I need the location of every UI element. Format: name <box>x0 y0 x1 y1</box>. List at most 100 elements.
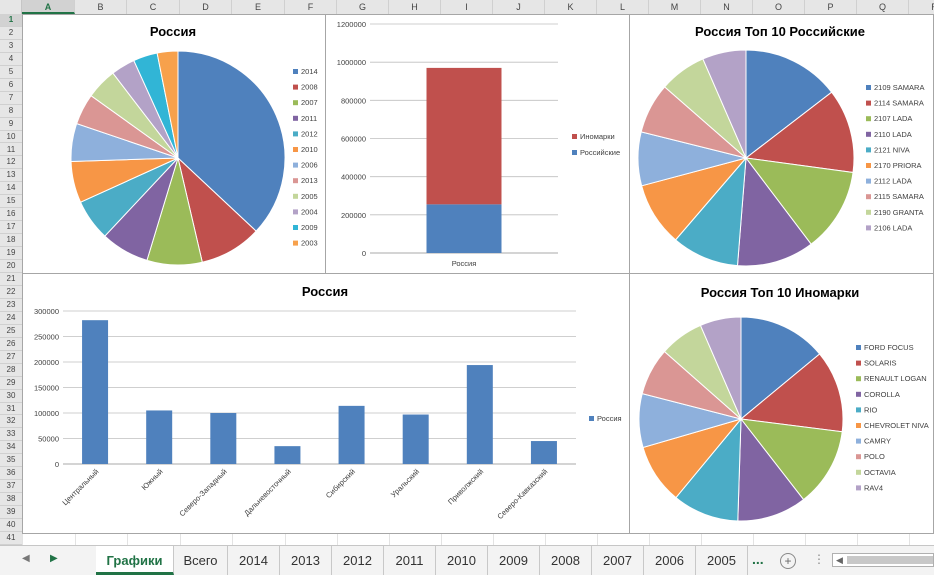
row-header-8[interactable]: 8 <box>0 105 22 118</box>
column-header-m[interactable]: M <box>649 0 701 14</box>
column-header-j[interactable]: J <box>493 0 545 14</box>
row-header-38[interactable]: 38 <box>0 493 22 507</box>
column-header-h[interactable]: H <box>389 0 441 14</box>
row-header-31[interactable]: 31 <box>0 403 22 416</box>
column-header-r[interactable]: R <box>909 0 934 14</box>
column-header-g[interactable]: G <box>337 0 389 14</box>
row-header-26[interactable]: 26 <box>0 338 22 351</box>
row-header-3[interactable]: 3 <box>0 40 22 53</box>
row-header-10[interactable]: 10 <box>0 131 22 144</box>
russia-years-pie-slice-11[interactable] <box>156 50 179 159</box>
row-header-27[interactable]: 27 <box>0 351 22 364</box>
top10-foreign-pie-slice-3[interactable] <box>737 417 805 522</box>
row-header-32[interactable]: 32 <box>0 415 22 429</box>
top10-foreign-pie-slice-9[interactable] <box>699 316 742 420</box>
sheet-tab-3[interactable]: 2013 <box>280 546 332 575</box>
russia-regions-bar-bar-1[interactable] <box>146 410 173 464</box>
column-header-f[interactable]: F <box>285 0 337 14</box>
top10-foreign-pie-slice-0[interactable] <box>740 316 821 421</box>
row-header-18[interactable]: 18 <box>0 234 22 248</box>
top10-foreign-pie-slice-1[interactable] <box>739 353 844 433</box>
horizontal-scrollbar[interactable]: ◀ <box>832 553 934 567</box>
top10-domestic-pie-slice-1[interactable] <box>744 91 855 174</box>
chart-russia-regions-bar[interactable]: Россия 0 50000 100000 150000 200000 250000 3000… <box>22 273 630 534</box>
sheet-tab-9[interactable]: 2007 <box>592 546 644 575</box>
row-header-17[interactable]: 17 <box>0 221 22 235</box>
row-header-35[interactable]: 35 <box>0 454 22 468</box>
russia-regions-bar-bar-6[interactable] <box>466 365 493 464</box>
row-header-23[interactable]: 23 <box>0 299 22 312</box>
row-header-13[interactable]: 13 <box>0 169 22 183</box>
sheet-tab-10[interactable]: 2006 <box>644 546 696 575</box>
row-header-36[interactable]: 36 <box>0 467 22 481</box>
column-header-l[interactable]: L <box>597 0 649 14</box>
russia-regions-bar-bar-2[interactable] <box>210 413 237 464</box>
row-header-20[interactable]: 20 <box>0 260 22 273</box>
scroll-tabs-left-icon[interactable]: ◀ <box>22 553 30 564</box>
tab-options-icon[interactable]: ⋮ <box>813 552 825 566</box>
row-header-22[interactable]: 22 <box>0 286 22 299</box>
russia-regions-bar-bar-0[interactable] <box>82 320 109 464</box>
column-header-q[interactable]: Q <box>857 0 909 14</box>
select-all-corner[interactable] <box>0 0 22 14</box>
top10-domestic-pie-slice-9[interactable] <box>702 49 747 159</box>
column-header-c[interactable]: C <box>127 0 180 14</box>
row-header-40[interactable]: 40 <box>0 519 22 533</box>
column-header-a[interactable]: A <box>22 0 75 14</box>
sheet-tab-4[interactable]: 2012 <box>332 546 384 575</box>
column-header-n[interactable]: N <box>701 0 753 14</box>
row-header-7[interactable]: 7 <box>0 92 22 105</box>
row-header-30[interactable]: 30 <box>0 390 22 403</box>
russia-regions-bar-bar-4[interactable] <box>338 405 365 464</box>
sheet-tab-2[interactable]: 2014 <box>228 546 280 575</box>
top10-domestic-pie-slice-0[interactable] <box>745 49 833 160</box>
row-header-24[interactable]: 24 <box>0 312 22 325</box>
russia-regions-bar-bar-3[interactable] <box>274 446 301 464</box>
russia-regions-bar-bar-7[interactable] <box>530 441 557 464</box>
row-header-19[interactable]: 19 <box>0 247 22 261</box>
top10-foreign-pie-slice-2[interactable] <box>739 418 843 501</box>
row-header-41[interactable]: 41 <box>0 532 22 545</box>
top10-domestic-pie-slice-2[interactable] <box>744 157 854 245</box>
sheet-tab-0[interactable]: Графики <box>96 546 174 575</box>
column-header-d[interactable]: D <box>180 0 232 14</box>
chart-top10-foreign-pie[interactable]: Россия Топ 10 Иномарки FORD FOCUS SOLARIS R… <box>629 273 934 534</box>
column-header-o[interactable]: O <box>753 0 805 14</box>
row-header-12[interactable]: 12 <box>0 156 22 170</box>
sheet-tab-7[interactable]: 2009 <box>488 546 540 575</box>
add-sheet-button[interactable]: + <box>780 553 796 569</box>
horizontal-scroll-thumb[interactable] <box>847 556 933 564</box>
row-header-39[interactable]: 39 <box>0 506 22 520</box>
row-header-11[interactable]: 11 <box>0 144 22 157</box>
row-header-37[interactable]: 37 <box>0 480 22 494</box>
sheet-tab-1[interactable]: Всего <box>174 546 228 575</box>
row-header-34[interactable]: 34 <box>0 441 22 455</box>
row-header-16[interactable]: 16 <box>0 208 22 222</box>
row-header-9[interactable]: 9 <box>0 118 22 131</box>
row-header-29[interactable]: 29 <box>0 377 22 390</box>
column-header-b[interactable]: B <box>75 0 127 14</box>
row-header-2[interactable]: 2 <box>0 27 22 40</box>
scroll-tabs-right-icon[interactable]: ▶ <box>50 553 58 564</box>
sheet-tab-8[interactable]: 2008 <box>540 546 592 575</box>
column-header-k[interactable]: K <box>545 0 597 14</box>
column-header-p[interactable]: P <box>805 0 857 14</box>
more-sheets-button[interactable]: ... <box>752 551 764 567</box>
row-header-25[interactable]: 25 <box>0 325 22 338</box>
chart-top10-domestic-pie[interactable]: Россия Топ 10 Российские 2109 SAMARA 2114 … <box>629 14 934 274</box>
top10-domestic-pie-slice-3[interactable] <box>736 156 812 267</box>
russia-stacked-bar-bar-иномарки[interactable] <box>426 67 502 205</box>
row-header-1[interactable]: 1 <box>0 14 22 27</box>
row-header-6[interactable]: 6 <box>0 79 22 92</box>
row-header-14[interactable]: 14 <box>0 182 22 196</box>
row-header-4[interactable]: 4 <box>0 53 22 66</box>
row-header-5[interactable]: 5 <box>0 66 22 79</box>
column-header-i[interactable]: I <box>441 0 493 14</box>
sheet-tab-11[interactable]: 2005 <box>696 546 748 575</box>
russia-stacked-bar-bar-российские[interactable] <box>426 204 502 253</box>
row-header-28[interactable]: 28 <box>0 364 22 377</box>
scroll-left-arrow-icon[interactable]: ◀ <box>836 555 843 565</box>
row-header-33[interactable]: 33 <box>0 428 22 442</box>
sheet-tab-5[interactable]: 2011 <box>384 546 436 575</box>
sheet-tab-6[interactable]: 2010 <box>436 546 488 575</box>
